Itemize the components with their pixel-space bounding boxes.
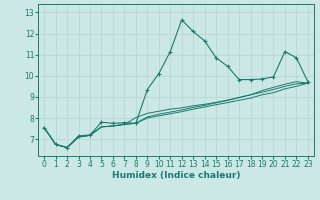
X-axis label: Humidex (Indice chaleur): Humidex (Indice chaleur): [112, 171, 240, 180]
